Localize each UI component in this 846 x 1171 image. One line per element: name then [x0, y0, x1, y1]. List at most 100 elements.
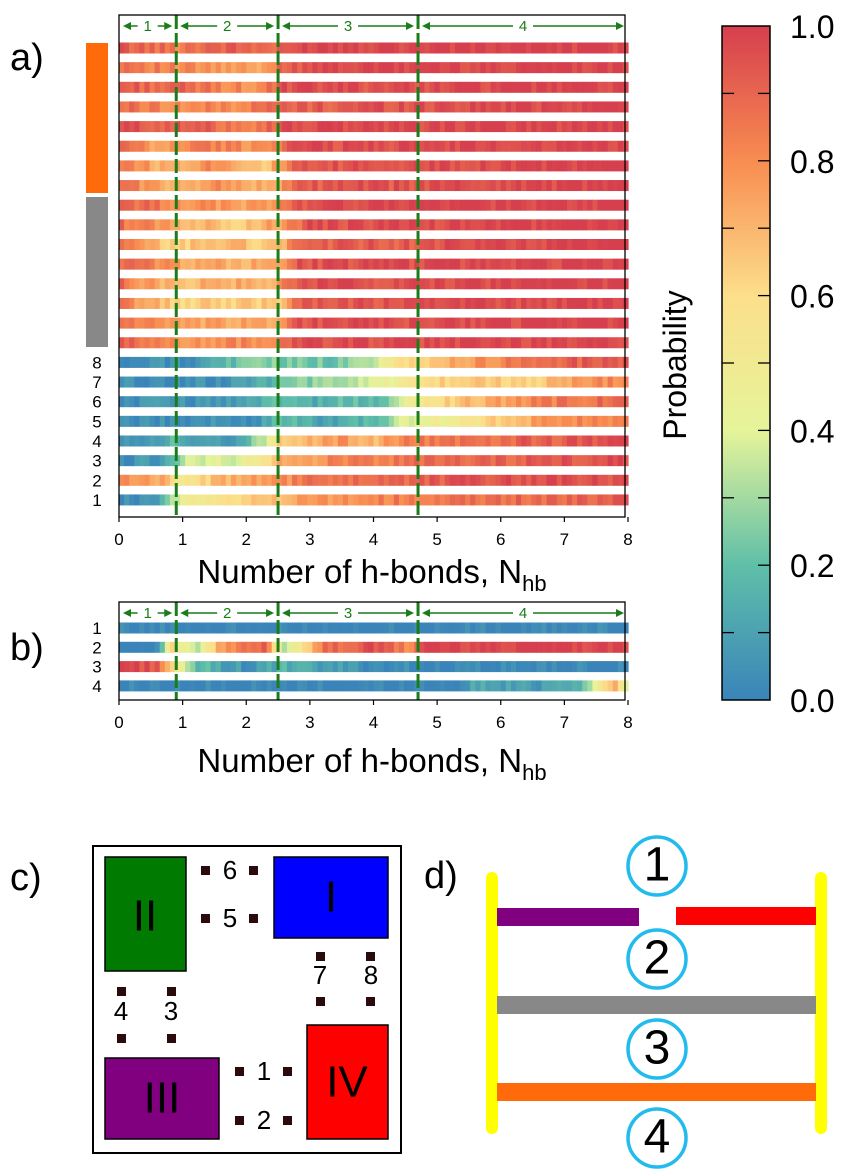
heatmap-cell	[404, 435, 410, 447]
heatmap-cell	[302, 376, 308, 388]
heatmap-cell	[536, 680, 543, 692]
heatmap-cell	[424, 622, 431, 634]
heatmap-cell	[465, 101, 471, 113]
heatmap-cell	[434, 140, 441, 152]
heatmap-cell	[505, 641, 512, 653]
heatmap-cell	[134, 455, 140, 467]
heatmap-cell	[332, 415, 339, 427]
heatmap-cell	[220, 81, 227, 93]
heatmap-cell	[551, 199, 558, 211]
heatmap-cell	[495, 160, 502, 172]
heatmap-cell	[261, 278, 268, 290]
heatmap-cell	[465, 661, 471, 673]
heatmap-cell	[230, 356, 237, 368]
heatmap-cell	[149, 180, 156, 192]
heatmap-cell	[454, 219, 461, 231]
heatmap-cell	[200, 239, 207, 250]
heatmap-cell	[404, 622, 410, 634]
heatmap-cell	[551, 121, 558, 133]
heatmap-cell	[536, 641, 543, 653]
heatmap-cell	[526, 180, 532, 192]
heatmap-cell	[521, 62, 527, 74]
heatmap-cell	[119, 258, 125, 270]
heatmap-cell	[332, 622, 339, 634]
heatmap-cell	[134, 356, 140, 368]
heatmap-cell	[302, 494, 308, 506]
heatmap-cell	[180, 494, 186, 506]
heatmap-cell	[363, 396, 370, 408]
heatmap-cell	[460, 121, 466, 133]
colorbar-tick-label: 0.4	[790, 413, 834, 449]
heatmap-cell	[485, 455, 492, 467]
heatmap-cell	[429, 101, 436, 113]
heatmap-cell	[215, 160, 222, 172]
heatmap-cell	[200, 317, 207, 329]
heatmap-cell	[587, 62, 593, 74]
heatmap-cell	[378, 140, 385, 152]
heatmap-cell	[500, 199, 507, 211]
heatmap-cell	[363, 219, 370, 231]
heatmap-cell	[556, 317, 563, 329]
heatmap-cell	[164, 455, 171, 467]
heatmap-cell	[582, 180, 588, 192]
heatmap-cell	[566, 641, 573, 653]
x-tick-label: 0	[114, 530, 123, 549]
heatmap-cell	[383, 297, 390, 309]
heatmap-cell	[454, 661, 461, 673]
heatmap-cell	[205, 140, 212, 152]
heatmap-cell	[470, 474, 476, 486]
heatmap-cell	[292, 42, 298, 54]
heatmap-cell	[393, 121, 400, 133]
heatmap-cell	[332, 180, 339, 192]
heatmap-cell	[505, 622, 512, 634]
heatmap-cell	[225, 101, 232, 113]
heatmap-cell	[444, 415, 451, 427]
site-8-label: 8	[364, 960, 378, 990]
heatmap-cell	[531, 356, 537, 368]
heatmap-cell	[144, 219, 151, 231]
heatmap-cell	[276, 641, 283, 653]
heatmap-cell	[556, 435, 563, 447]
heatmap-cell	[159, 396, 166, 408]
site-3-top-dot	[167, 987, 176, 996]
heatmap-cell	[500, 474, 507, 486]
heatmap-cell	[424, 239, 431, 250]
heatmap-cell	[195, 474, 202, 486]
heatmap-cell	[281, 180, 288, 192]
heatmap-cell	[149, 396, 156, 408]
heatmap-cell	[510, 62, 517, 74]
heatmap-cell	[266, 661, 273, 673]
heatmap-cell	[348, 121, 354, 133]
heatmap-cell	[281, 258, 288, 270]
heatmap-cell	[439, 101, 446, 113]
heatmap-cell	[505, 278, 512, 290]
heatmap-cell	[246, 62, 252, 74]
heatmap-cell	[164, 661, 171, 673]
heatmap-cell	[505, 180, 512, 192]
heatmap-cell	[393, 641, 400, 653]
heatmap-cell	[261, 62, 268, 74]
heatmap-cell	[337, 297, 344, 309]
heatmap-cell	[281, 121, 288, 133]
heatmap-cell	[134, 641, 140, 653]
heatmap-cell	[526, 680, 532, 692]
heatmap-cell	[460, 435, 466, 447]
heatmap-cell	[531, 160, 537, 172]
heatmap-cell	[566, 199, 573, 211]
heatmap-cell	[358, 356, 364, 368]
heatmap-cell	[556, 219, 563, 231]
heatmap-cell	[368, 474, 375, 486]
heatmap-cell	[353, 219, 359, 231]
heatmap-cell	[409, 258, 415, 270]
heatmap-cell	[149, 258, 156, 270]
heatmap-cell	[480, 101, 487, 113]
heatmap-cell	[592, 622, 599, 634]
heatmap-cell	[129, 180, 135, 192]
heatmap-cell	[398, 121, 405, 133]
heatmap-cell	[561, 160, 568, 172]
heatmap-cell	[439, 641, 446, 653]
heatmap-cell	[180, 455, 186, 467]
heatmap-cell	[225, 81, 232, 93]
heatmap-cell	[312, 641, 319, 653]
heatmap-cell	[556, 101, 563, 113]
